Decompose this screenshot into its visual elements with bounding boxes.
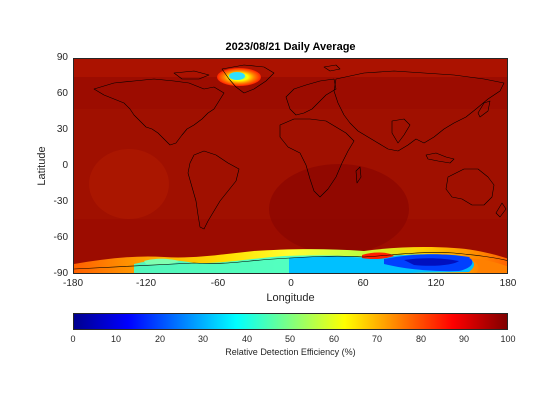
colorbar-tick-label: 80: [415, 334, 426, 344]
colorbar-tick-label: 90: [458, 334, 469, 344]
coastline-north-america: [93, 78, 225, 146]
y-tick-label: 60: [56, 88, 68, 99]
colorbar-tick-label: 20: [154, 334, 165, 344]
colorbar-tick-label: 70: [371, 334, 382, 344]
colorbar: [73, 313, 508, 330]
greenland-core: [229, 72, 245, 80]
field-variation-south-atlantic: [269, 164, 409, 254]
coastline-india: [391, 118, 411, 144]
field-variation-arctic: [74, 59, 507, 77]
y-tick-label: 30: [56, 124, 68, 135]
coastline-new-zealand: [495, 202, 507, 218]
coastline-japan: [477, 100, 491, 118]
colorbar-tick-label: 10: [110, 334, 121, 344]
x-tick-label: -180: [62, 278, 83, 289]
colorbar-tick-label: 40: [241, 334, 252, 344]
coastline-antarctica: [74, 252, 507, 270]
coastline-south-america: [187, 150, 240, 230]
chart-title: 2023/08/21 Daily Average: [225, 41, 356, 53]
coastline-madagascar: [355, 166, 362, 184]
colorbar-tick-label: 0: [70, 334, 76, 344]
antarctic-orange-edge: [469, 258, 507, 273]
colorbar-tick-label: 50: [284, 334, 295, 344]
antarctic-west-cyan-patch: [144, 258, 179, 265]
y-axis-label: Latitude: [36, 146, 48, 186]
field-variation-pacific: [89, 149, 169, 219]
x-tick-label: 60: [357, 278, 369, 289]
coastline-arctic-islands: [173, 70, 210, 80]
x-tick-label: 120: [427, 278, 445, 289]
x-tick-label: 0: [288, 278, 294, 289]
coastline-europe: [285, 78, 337, 116]
x-tick-label: 180: [499, 278, 517, 289]
y-tick-label: 90: [56, 52, 68, 63]
colorbar-label: Relative Detection Efficiency (%): [225, 347, 356, 357]
x-tick-label: -120: [135, 278, 156, 289]
colorbar-tick-label: 100: [500, 334, 516, 344]
coastline-greenland: [221, 64, 275, 94]
coastlines: [74, 64, 507, 270]
x-axis-label: Longitude: [266, 292, 315, 304]
coastline-australia: [445, 168, 495, 206]
y-tick-label: 0: [62, 160, 68, 171]
y-tick-label: -60: [53, 232, 68, 243]
colorbar-tick-label: 60: [328, 334, 339, 344]
coastline-asia: [333, 70, 505, 152]
antarctic-deep-blue-core: [404, 258, 459, 266]
coastline-indonesia: [425, 152, 455, 164]
map-canvas: [74, 59, 507, 273]
coastline-africa: [279, 118, 355, 198]
colorbar-tick-label: 30: [197, 334, 208, 344]
coastline-svalbard: [323, 64, 341, 72]
x-tick-label: -60: [210, 278, 226, 289]
y-tick-label: -30: [53, 196, 68, 207]
map-plot-area: [73, 58, 508, 274]
y-tick-label: -90: [53, 268, 68, 279]
